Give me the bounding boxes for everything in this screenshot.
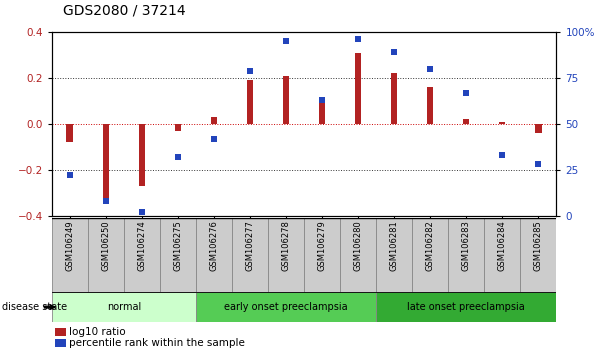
Text: GSM106250: GSM106250 [102, 220, 110, 270]
Text: GSM106284: GSM106284 [498, 220, 506, 271]
Text: GSM106277: GSM106277 [246, 220, 254, 271]
Bar [160, 218, 196, 292]
Bar [355, 53, 361, 124]
Text: GSM106278: GSM106278 [282, 220, 291, 271]
Text: normal: normal [106, 302, 141, 312]
Bar [376, 218, 412, 292]
Text: GSM106274: GSM106274 [137, 220, 147, 271]
Text: GSM106275: GSM106275 [173, 220, 182, 271]
Bar [66, 124, 73, 142]
Text: log10 ratio: log10 ratio [69, 327, 125, 337]
Bar [139, 124, 145, 186]
Bar [174, 124, 181, 131]
Bar [499, 122, 505, 124]
Text: early onset preeclampsia: early onset preeclampsia [224, 302, 348, 312]
Text: disease state: disease state [2, 302, 67, 312]
Bar [88, 218, 124, 292]
Bar [376, 292, 556, 322]
Bar [412, 218, 448, 292]
Text: GSM106282: GSM106282 [426, 220, 435, 271]
Text: percentile rank within the sample: percentile rank within the sample [69, 338, 244, 348]
Text: GSM106281: GSM106281 [390, 220, 399, 271]
Bar [247, 80, 253, 124]
Bar [52, 218, 88, 292]
Text: GSM106285: GSM106285 [534, 220, 543, 271]
Bar [535, 124, 542, 133]
Bar [427, 87, 434, 124]
Bar [340, 218, 376, 292]
Text: GDS2080 / 37214: GDS2080 / 37214 [63, 4, 186, 18]
Bar [463, 119, 469, 124]
Bar [232, 218, 268, 292]
Bar [210, 117, 217, 124]
Bar [103, 124, 109, 205]
Text: GSM106276: GSM106276 [209, 220, 218, 271]
Bar [196, 292, 376, 322]
Bar [448, 218, 484, 292]
Bar [283, 76, 289, 124]
Bar [319, 101, 325, 124]
Text: GSM106283: GSM106283 [461, 220, 471, 271]
Bar [268, 218, 304, 292]
Bar [124, 218, 160, 292]
Bar [391, 73, 398, 124]
Text: GSM106280: GSM106280 [354, 220, 362, 271]
Bar [520, 218, 556, 292]
Text: late onset preeclampsia: late onset preeclampsia [407, 302, 525, 312]
Text: GSM106279: GSM106279 [317, 220, 326, 271]
Bar [52, 292, 196, 322]
Text: GSM106249: GSM106249 [65, 220, 74, 270]
Bar [304, 218, 340, 292]
Bar [484, 218, 520, 292]
Bar [196, 218, 232, 292]
